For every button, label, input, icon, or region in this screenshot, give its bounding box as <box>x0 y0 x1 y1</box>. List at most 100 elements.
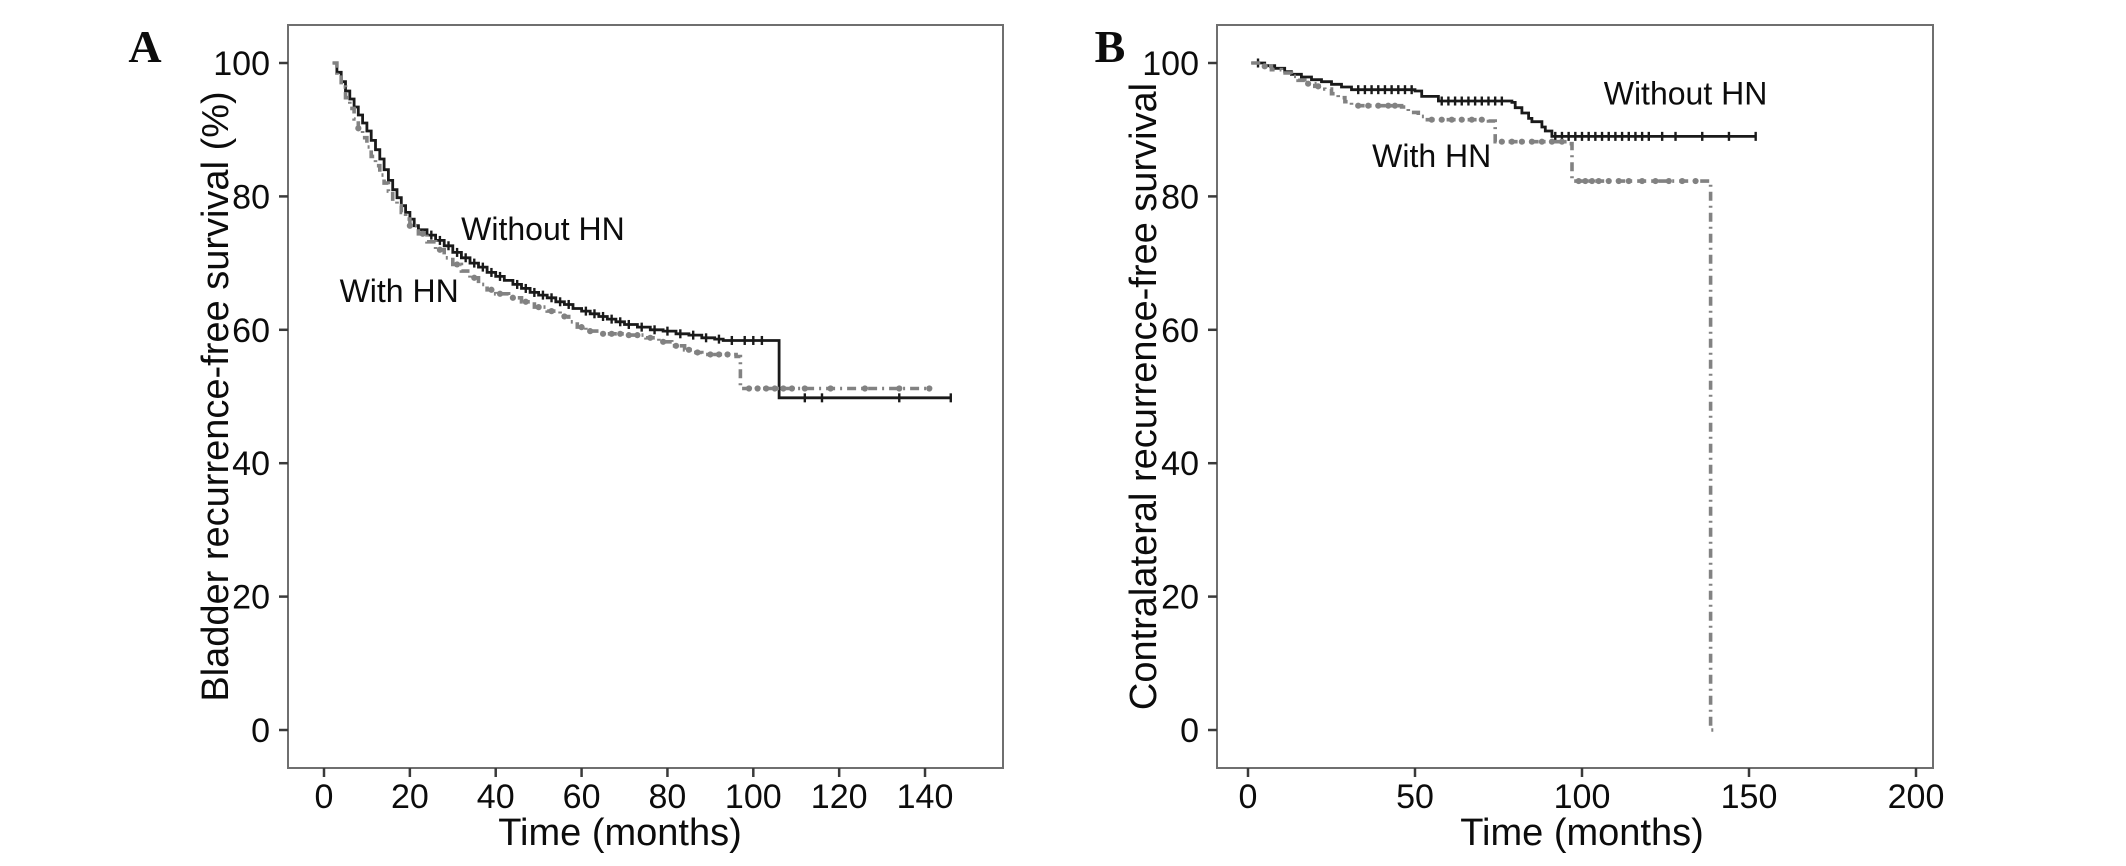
censor-mark <box>1261 63 1268 70</box>
x-tick-label: 0 <box>315 778 334 816</box>
censor-mark <box>471 274 478 281</box>
censor-mark <box>1548 138 1556 145</box>
censor-mark <box>625 332 632 339</box>
x-tick-label: 150 <box>1721 778 1778 816</box>
censor-mark <box>1588 177 1596 185</box>
y-tick-label: 100 <box>213 45 270 83</box>
y-tick-label: 60 <box>232 312 270 350</box>
censor-mark <box>1582 177 1589 185</box>
y-tick-label: 20 <box>232 579 270 617</box>
censor-mark <box>617 330 624 337</box>
censor-mark <box>355 125 362 132</box>
censor-mark <box>1365 102 1372 109</box>
censor-mark <box>436 246 444 253</box>
curve-label-with-hn: With HN <box>340 273 459 309</box>
x-tick-label: 40 <box>477 778 515 816</box>
y-tick-label: 60 <box>1161 312 1199 350</box>
censor-mark <box>1458 116 1465 123</box>
censor-mark <box>1528 138 1535 145</box>
censor-mark <box>1652 177 1659 185</box>
x-tick-label: 60 <box>563 778 601 816</box>
x-tick-label: 0 <box>1239 778 1258 816</box>
censor-mark <box>1468 116 1475 123</box>
y-tick-label: 40 <box>232 445 270 483</box>
censor-mark <box>1575 177 1582 185</box>
censor-mark <box>724 351 731 358</box>
censor-mark <box>548 308 555 315</box>
censor-mark <box>1438 116 1445 123</box>
y-tick-label: 80 <box>232 178 270 216</box>
censor-mark <box>1391 102 1399 109</box>
censor-mark <box>780 385 787 392</box>
censor-mark <box>1428 116 1435 123</box>
censor-mark <box>896 385 903 392</box>
y-tick-label: 40 <box>1161 445 1199 483</box>
censor-mark <box>754 385 761 392</box>
x-tick-label: 50 <box>1396 778 1434 816</box>
censor-mark <box>1385 102 1392 109</box>
censor-mark <box>419 230 426 237</box>
curve-label-without-hn: Without HN <box>1604 75 1768 111</box>
censor-mark <box>488 286 495 293</box>
censor-mark <box>406 222 413 229</box>
censor-mark <box>647 334 654 341</box>
panel-letter: A <box>128 21 161 72</box>
censor-mark <box>1498 138 1505 145</box>
censor-mark <box>453 261 461 268</box>
censor-mark <box>522 298 529 305</box>
censor-mark <box>1679 177 1686 185</box>
censor-mark <box>561 313 568 320</box>
censor-mark <box>763 385 770 392</box>
censor-mark <box>1692 177 1699 185</box>
panel-letter: B <box>1095 21 1126 72</box>
censor-mark <box>1518 138 1525 145</box>
censor-mark <box>861 385 869 392</box>
curve-without-hn <box>332 61 951 400</box>
censor-mark <box>1625 177 1632 185</box>
censor-mark <box>1538 138 1546 145</box>
censor-mark <box>1448 116 1455 123</box>
censor-mark <box>1605 177 1612 185</box>
censor-mark <box>1639 177 1646 185</box>
censor-mark <box>496 290 504 297</box>
y-tick-label: 100 <box>1142 45 1199 83</box>
censor-mark <box>660 338 667 345</box>
censor-mark <box>578 324 585 331</box>
plot-frame <box>1216 24 1934 769</box>
y-tick-label: 0 <box>251 712 270 750</box>
x-tick-label: 200 <box>1888 778 1945 816</box>
y-axis-title: Contralateral recurrence-free survival <box>1123 83 1165 710</box>
y-tick-label: 20 <box>1161 579 1199 617</box>
x-tick-label: 20 <box>391 778 429 816</box>
censor-mark <box>587 328 594 335</box>
censor-mark <box>1315 83 1322 90</box>
censor-mark <box>672 342 680 349</box>
censor-mark <box>599 330 607 337</box>
censor-mark <box>771 385 778 392</box>
y-tick-label: 0 <box>1180 712 1199 750</box>
censor-mark <box>926 385 933 392</box>
censor-mark <box>801 385 808 392</box>
censor-mark <box>1595 177 1602 185</box>
plot-frame <box>287 24 1004 769</box>
censor-mark <box>1558 138 1566 145</box>
y-axis-title: Bladder recurrence-free survival (%) <box>195 91 237 701</box>
censor-mark <box>685 346 693 353</box>
x-axis-title: Time (months) <box>498 812 742 854</box>
censor-mark <box>1355 102 1362 109</box>
censor-mark <box>634 332 641 339</box>
x-axis-title: Time (months) <box>1460 812 1704 854</box>
censor-mark <box>1665 177 1672 185</box>
curve-label-without-hn: Without HN <box>461 211 625 247</box>
censor-mark <box>1615 177 1622 185</box>
censor-mark <box>1305 80 1312 87</box>
censor-mark <box>694 349 701 356</box>
censor-mark <box>745 385 753 392</box>
x-tick-label: 120 <box>811 778 868 816</box>
censor-mark <box>788 385 796 392</box>
censor-mark <box>509 294 516 301</box>
